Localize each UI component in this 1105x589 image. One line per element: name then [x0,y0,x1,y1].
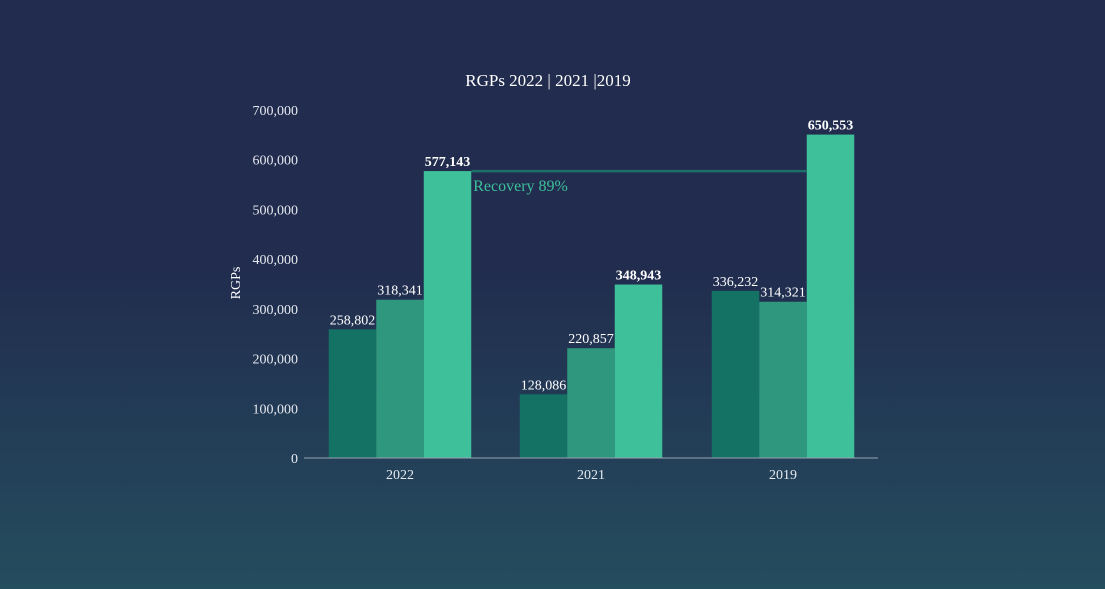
x-axis-ticks: 2022 2021 2019 [386,468,797,483]
bar-value-label: 348,943 [616,269,662,284]
y-tick-label: 100,000 [253,402,299,417]
bar [711,290,760,458]
bar [423,171,472,458]
bar-value-label: 577,143 [425,155,471,170]
bar [567,348,615,458]
y-tick-label: 0 [291,452,298,467]
chart-title: RGPs 2022 | 2021 |2019 [465,71,631,90]
bar-value-label: 258,802 [330,313,376,328]
y-axis-label: RGPs [229,267,244,300]
x-tick-label: 2022 [386,468,414,483]
recovery-label: Recovery 89% [473,178,568,195]
bar-value-label: 128,086 [521,378,567,393]
y-tick-label: 700,000 [253,104,299,119]
recovery-annotation: Recovery 89% [471,169,807,195]
bar-value-label: 336,232 [713,275,759,290]
bar [328,329,377,458]
bar-value-label: 314,321 [760,286,806,301]
bar [376,299,424,458]
bar-value-label: 318,341 [377,284,423,299]
x-tick-label: 2019 [769,468,797,483]
bar-value-label: 220,857 [568,332,614,347]
bar [806,134,855,459]
y-tick-label: 500,000 [253,203,299,218]
bar [614,284,663,458]
bars-group [328,134,855,459]
bar-value-label: 650,553 [808,119,854,134]
bar [759,301,807,458]
data-labels-group: 258,802 128,086 336,232 318,341 220,857 314,3… [330,119,854,394]
y-tick-label: 300,000 [253,303,299,318]
bar [519,394,568,458]
y-tick-label: 600,000 [253,154,299,169]
y-axis-ticks: 0 100,000 200,000 300,000 400,000 500,000 600,… [253,104,299,467]
y-tick-label: 400,000 [253,253,299,268]
x-tick-label: 2021 [577,468,605,483]
y-tick-label: 200,000 [253,353,299,368]
